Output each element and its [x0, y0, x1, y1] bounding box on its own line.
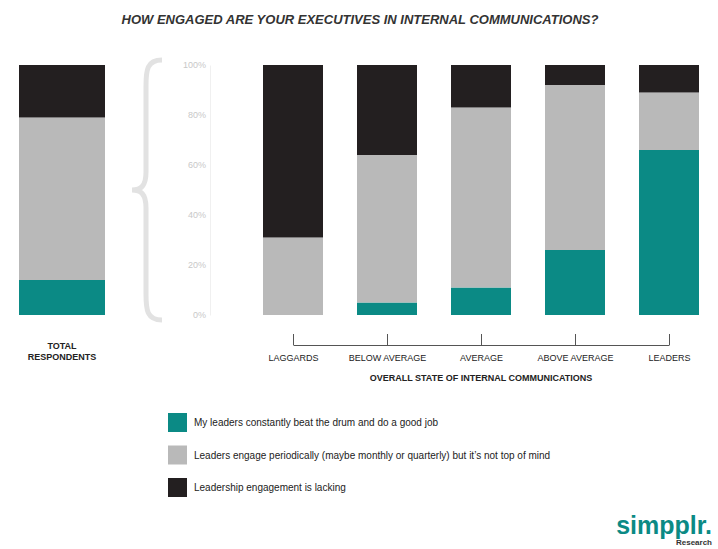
x-tick-mark — [575, 334, 576, 345]
y-tick: 40% — [188, 210, 210, 220]
y-tick: 0% — [193, 310, 210, 320]
x-tick-label: AVERAGE — [460, 353, 503, 363]
logo-subtitle: Research — [676, 538, 712, 547]
legend-label: Leaders engage periodically (maybe month… — [194, 450, 550, 461]
x-tick-mark — [481, 334, 482, 345]
bar-segment — [639, 93, 699, 151]
y-tick: 100% — [183, 60, 210, 70]
y-tick-label: 60% — [188, 160, 206, 170]
bar-segment — [357, 303, 417, 316]
x-tick-mark — [293, 334, 294, 345]
bar-segment — [263, 65, 323, 238]
bar-segment — [639, 150, 699, 315]
x-tick: LAGGARDS — [268, 334, 318, 363]
x-axis-line — [294, 345, 670, 346]
legend: My leaders constantly beat the drum and … — [168, 413, 550, 497]
y-tick-label: 20% — [188, 260, 206, 270]
x-tick: AVERAGE — [460, 334, 503, 363]
bar-segment — [19, 280, 105, 315]
bar-segment — [357, 155, 417, 303]
y-axis: 0% 20% 40% 60% 80% 100% — [183, 60, 211, 320]
bar-segment — [545, 85, 605, 250]
x-tick-label: LAGGARDS — [268, 353, 318, 363]
y-tick: 80% — [188, 110, 210, 120]
x-tick: ABOVE AVERAGE — [538, 334, 614, 363]
y-tick-label: 80% — [188, 110, 206, 120]
bar-segment — [451, 288, 511, 316]
legend-label: Leadership engagement is lacking — [194, 482, 346, 493]
legend-swatch — [168, 478, 187, 497]
x-tick-mark — [387, 334, 388, 345]
x-tick-label: BELOW AVERAGE — [349, 353, 426, 363]
bars — [19, 65, 699, 315]
brace — [132, 60, 162, 320]
bar-segment — [263, 238, 323, 316]
x-axis: LAGGARDS BELOW AVERAGE AVERAGE ABOVE AVERAG… — [268, 334, 690, 363]
x-tick: BELOW AVERAGE — [349, 334, 426, 363]
y-tick: 60% — [188, 160, 210, 170]
total-label: TOTALRESPONDENTS — [28, 341, 97, 362]
title: HOW ENGAGED ARE YOUR EXECUTIVES IN INTER… — [122, 12, 599, 27]
bar-segment — [545, 250, 605, 315]
x-tick-label: LEADERS — [648, 353, 690, 363]
y-tick-label: 0% — [193, 310, 206, 320]
bar-segment — [451, 65, 511, 108]
bar-segment — [545, 65, 605, 85]
y-tick-label: 100% — [183, 60, 206, 70]
legend-swatch — [168, 446, 187, 465]
x-tick-mark — [669, 334, 670, 345]
y-tick: 20% — [188, 260, 210, 270]
legend-label: My leaders constantly beat the drum and … — [194, 417, 438, 428]
x-axis-title: OVERALL STATE OF INTERNAL COMMUNICATIONS — [370, 373, 593, 383]
x-tick-label: ABOVE AVERAGE — [538, 353, 614, 363]
x-tick: LEADERS — [648, 334, 690, 363]
chart: HOW ENGAGED ARE YOUR EXECUTIVES IN INTER… — [0, 0, 718, 549]
legend-swatch — [168, 413, 187, 432]
bar-segment — [639, 65, 699, 93]
bar-segment — [357, 65, 417, 155]
logo: simpplr. — [616, 511, 712, 539]
y-axis-line — [210, 66, 211, 316]
bar-segment — [451, 108, 511, 288]
bar-segment — [19, 65, 105, 118]
bar-segment — [19, 118, 105, 281]
y-tick-label: 40% — [188, 210, 206, 220]
